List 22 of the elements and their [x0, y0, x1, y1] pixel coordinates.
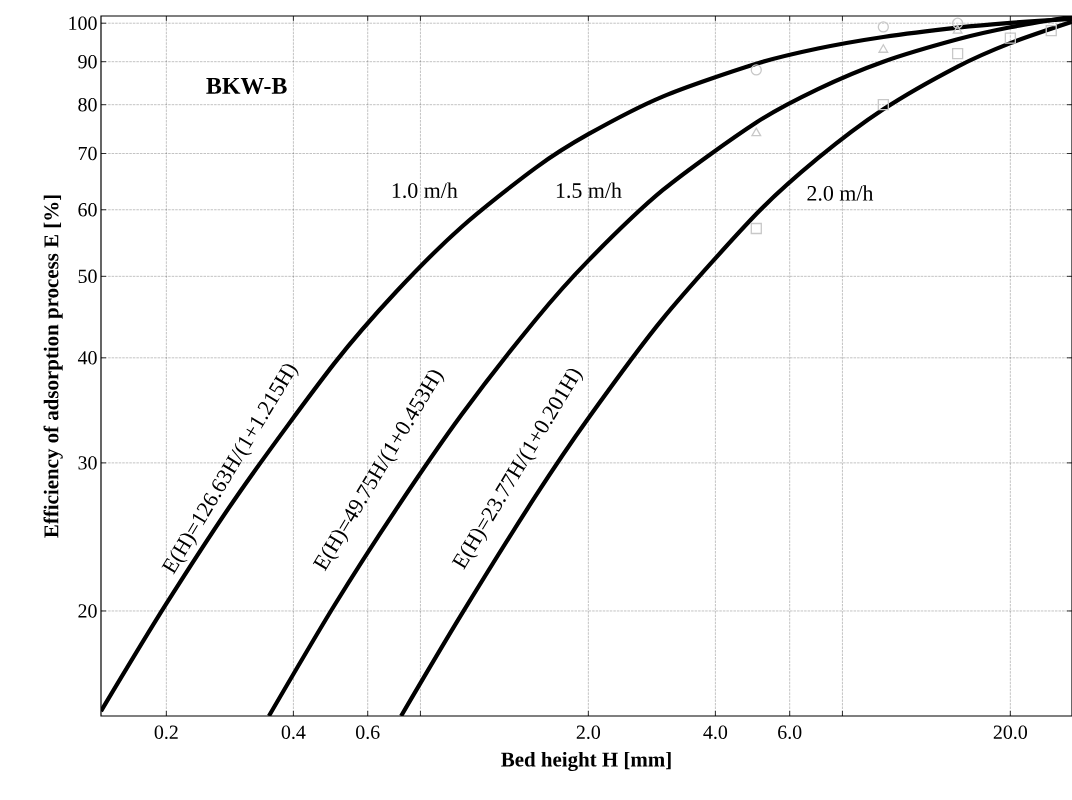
y-tick-label: 30	[78, 456, 97, 470]
y-tick-label: 90	[78, 54, 97, 69]
annotation: 1.5 m/h	[556, 182, 622, 199]
x-tick-label: 6.0	[778, 725, 802, 740]
y-tick-label: 40	[77, 351, 97, 365]
y-tick-label: 70	[78, 146, 97, 161]
x-tick-label: 2.0	[576, 725, 601, 740]
y-tick-label: 50	[78, 269, 97, 284]
y-tick-label: 100	[69, 16, 97, 30]
x-tick-label: 0.4	[281, 725, 306, 740]
x-tick-label: 0.2	[154, 725, 178, 740]
y-tick-label: 20	[78, 604, 97, 618]
x-tick-label: 4.0	[703, 725, 728, 740]
x-axis-title: Bed height H [mm]	[501, 751, 671, 772]
annotation: 2.0 m/h	[807, 185, 874, 201]
x-tick-label: 20.0	[993, 725, 1028, 740]
x-tick-label: 0.6	[356, 725, 380, 740]
annotation: 1.0 m/h	[392, 182, 458, 199]
y-tick-label: 80	[78, 97, 97, 112]
text: BKW-B	[206, 77, 287, 94]
y-tick-label: 60	[78, 203, 97, 217]
y-axis-title: Efficiency of adsorption process E [%]	[43, 195, 63, 538]
